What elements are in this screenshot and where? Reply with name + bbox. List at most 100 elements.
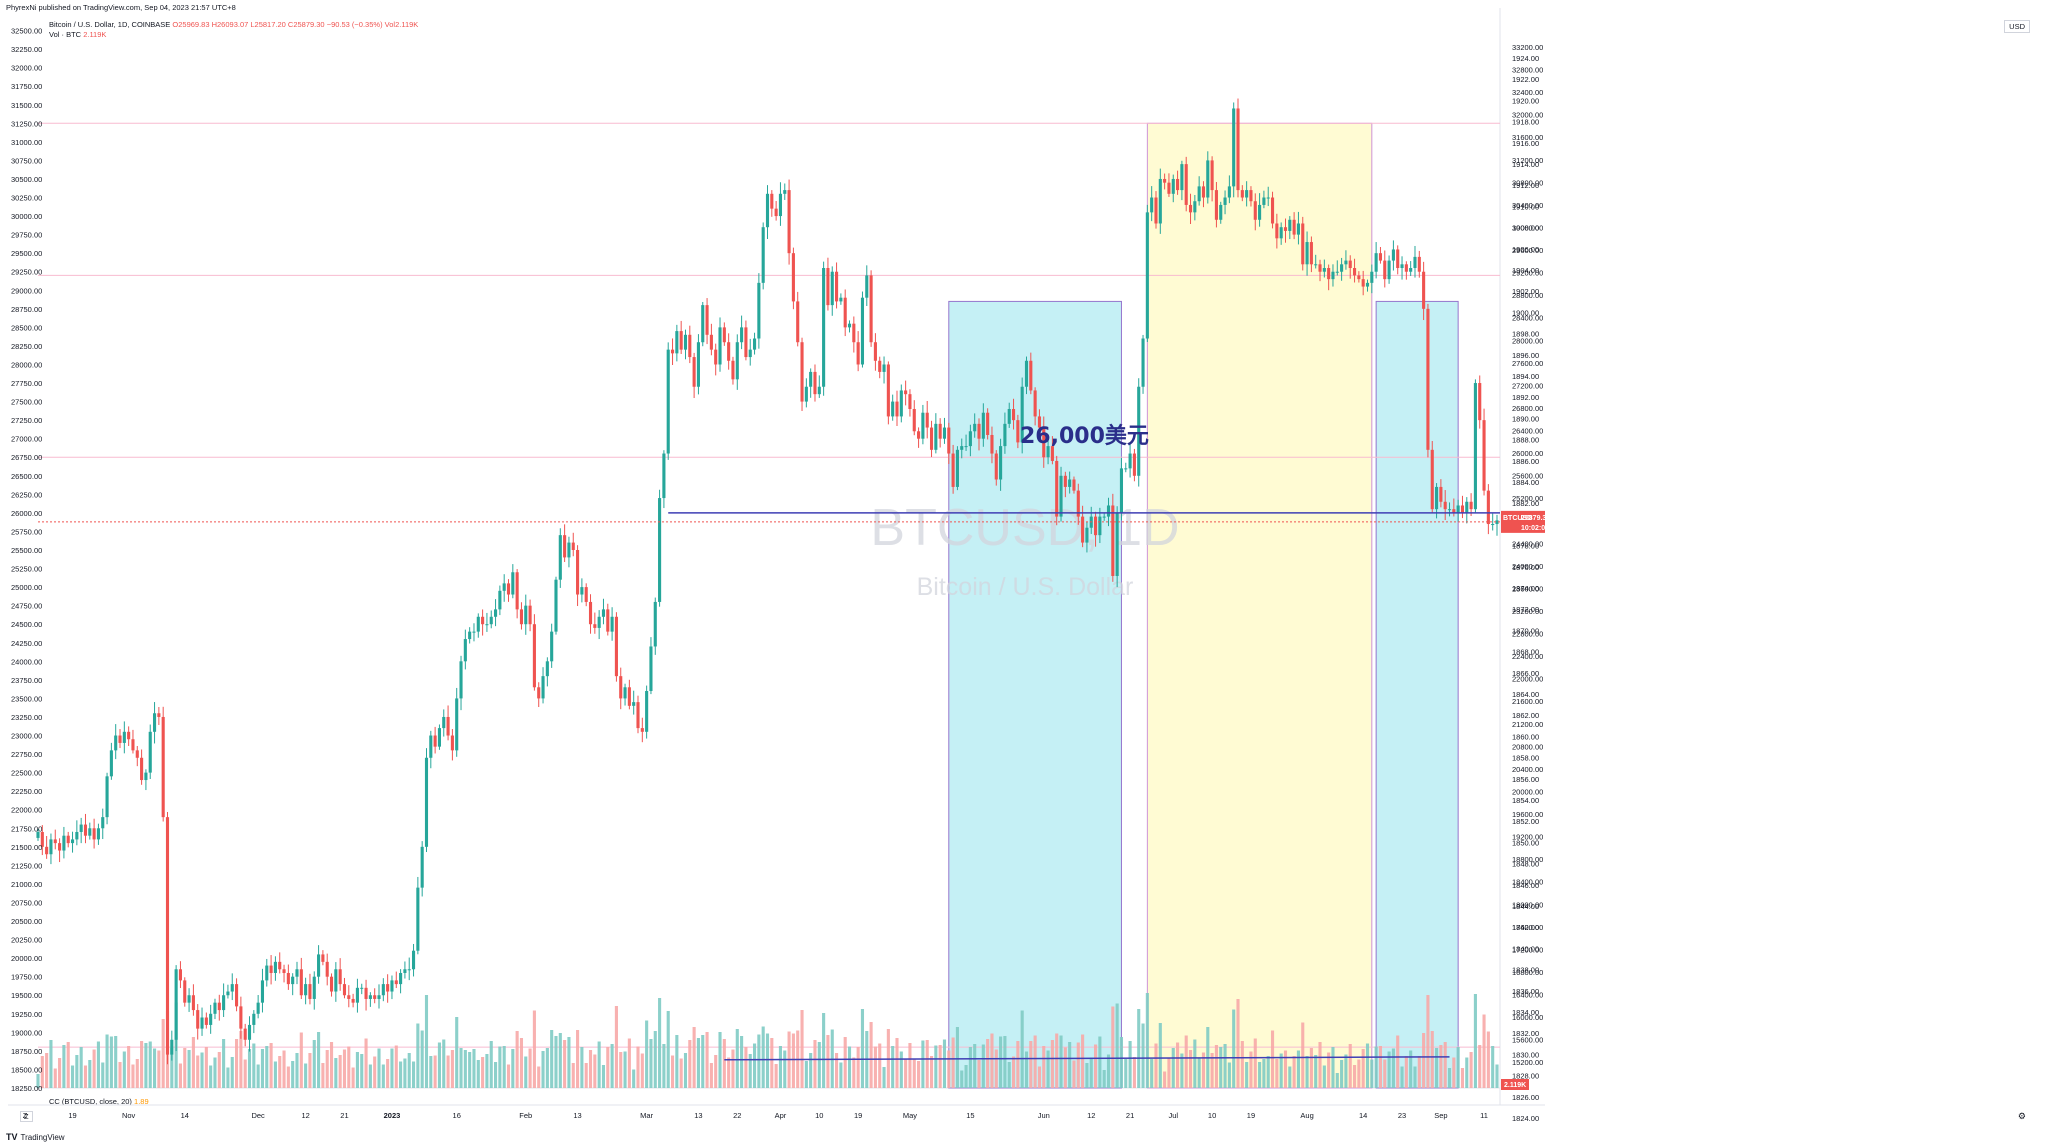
- price-annotation[interactable]: 26,000美元: [1020, 423, 1149, 449]
- symbol-legend[interactable]: Bitcoin / U.S. Dollar, 1D, COINBASE O259…: [49, 19, 418, 30]
- candle-body: [442, 716, 446, 729]
- candle-body: [1184, 164, 1188, 205]
- candle-body: [1249, 190, 1253, 202]
- candle-body: [118, 735, 122, 743]
- candle-body: [532, 624, 536, 688]
- candle-body: [299, 969, 303, 996]
- volume-bar: [761, 1026, 765, 1088]
- candle-body: [791, 253, 795, 302]
- right-inner-tick-label: 1904.00: [1512, 266, 1539, 275]
- volume-bar: [1413, 1066, 1417, 1088]
- left-tick-label: 31000.00: [11, 138, 42, 147]
- left-tick-label: 21000.00: [11, 880, 42, 889]
- volume-bar: [981, 1044, 985, 1088]
- right-tick-label: 20400.00: [1512, 765, 1543, 774]
- candle-body: [735, 342, 739, 380]
- right-tick-label: 20800.00: [1512, 742, 1543, 751]
- candle-body: [390, 980, 394, 992]
- volume-bar: [273, 1061, 277, 1088]
- volume-bar: [377, 1048, 381, 1088]
- candle-body: [942, 427, 947, 439]
- volume-bar: [537, 1066, 541, 1088]
- right-tick-label: 25600.00: [1512, 472, 1543, 481]
- volume-summary: Vol2.119K: [384, 20, 419, 29]
- candle-body: [1154, 197, 1158, 224]
- right-inner-tick-label: 1906.00: [1512, 245, 1539, 254]
- price-scale-unit[interactable]: USD: [2004, 20, 2030, 33]
- candle-body: [62, 835, 66, 851]
- volume-bar: [40, 1056, 44, 1088]
- volume-bar: [1301, 1022, 1305, 1088]
- candle-body: [1409, 268, 1413, 272]
- candle-body: [1391, 249, 1395, 261]
- left-tick-label: 30750.00: [11, 156, 42, 165]
- volume-bar: [947, 1050, 951, 1088]
- candle-body: [222, 995, 226, 1011]
- volume-bar: [1292, 1056, 1296, 1088]
- tradingview-brand[interactable]: TradingView: [20, 1132, 65, 1142]
- candle-body: [152, 713, 157, 732]
- volume-bar: [58, 1058, 62, 1088]
- candle-body: [934, 423, 938, 450]
- left-tick-label: 20250.00: [11, 936, 42, 945]
- volume-bar: [558, 1033, 562, 1088]
- candle-body: [917, 431, 921, 439]
- volume-bar: [36, 1074, 40, 1088]
- volume-bar: [1132, 1057, 1136, 1088]
- volume-bar: [964, 1065, 968, 1088]
- volume-legend[interactable]: Vol · BTC 2.119K: [49, 30, 106, 39]
- right-tick-label: 24400.00: [1512, 539, 1543, 548]
- cc-indicator-legend[interactable]: CC (BTCUSD, close, 20) 1.89: [49, 1097, 149, 1106]
- right-inner-tick-label: 1890.00: [1512, 414, 1539, 423]
- volume-bar: [899, 1051, 903, 1088]
- volume-bar: [278, 1056, 282, 1088]
- volume-bar: [325, 1050, 329, 1088]
- candle-body: [515, 572, 519, 610]
- volume-bar: [1249, 1051, 1253, 1088]
- volume-bar: [701, 1035, 705, 1088]
- time-tick-label: 21: [340, 1111, 348, 1120]
- candle-body: [1072, 479, 1076, 491]
- volume-bar: [580, 1047, 584, 1088]
- time-tick-label: 22: [733, 1111, 741, 1120]
- candle-body: [394, 980, 398, 985]
- candle-body: [92, 828, 96, 840]
- candle-body: [463, 639, 467, 662]
- candle-body: [1037, 416, 1041, 428]
- candle-body: [1029, 360, 1033, 391]
- candle-body: [407, 969, 411, 971]
- candle-body: [70, 839, 75, 844]
- candle-body: [623, 687, 627, 699]
- candle-body: [645, 690, 649, 732]
- volume-bar: [1266, 1056, 1270, 1088]
- left-tick-label: 18250.00: [11, 1084, 42, 1093]
- volume-bar: [1037, 1066, 1041, 1088]
- candle-body: [606, 609, 610, 632]
- candle-body: [899, 390, 903, 417]
- volume-bar: [1245, 1062, 1249, 1088]
- right-inner-tick-label: 1918.00: [1512, 118, 1539, 127]
- candle-body: [338, 969, 342, 985]
- time-tick-label: 10: [1208, 1111, 1216, 1120]
- volume-bar: [334, 1058, 338, 1088]
- volume-bar: [532, 1010, 536, 1088]
- volume-bar: [748, 1054, 752, 1088]
- candle-body: [752, 338, 757, 350]
- time-tick-label: May: [903, 1111, 917, 1120]
- volume-bar: [860, 1009, 865, 1088]
- left-tick-label: 31250.00: [11, 119, 42, 128]
- volume-bar: [882, 1067, 886, 1088]
- candle-body: [1042, 427, 1046, 458]
- volume-badge-box: [1501, 1079, 1529, 1090]
- candle-body: [1370, 271, 1374, 283]
- candle-body: [1210, 160, 1214, 191]
- timezone-button[interactable]: Z: [20, 1111, 33, 1122]
- volume-bar: [247, 1049, 252, 1088]
- right-tick-label: 20000.00: [1512, 787, 1543, 796]
- candle-body: [424, 757, 429, 847]
- candle-body: [1383, 260, 1387, 280]
- candle-body: [571, 542, 575, 550]
- candle-body: [489, 616, 493, 625]
- settings-gear-icon[interactable]: ⚙: [2017, 1111, 2026, 1121]
